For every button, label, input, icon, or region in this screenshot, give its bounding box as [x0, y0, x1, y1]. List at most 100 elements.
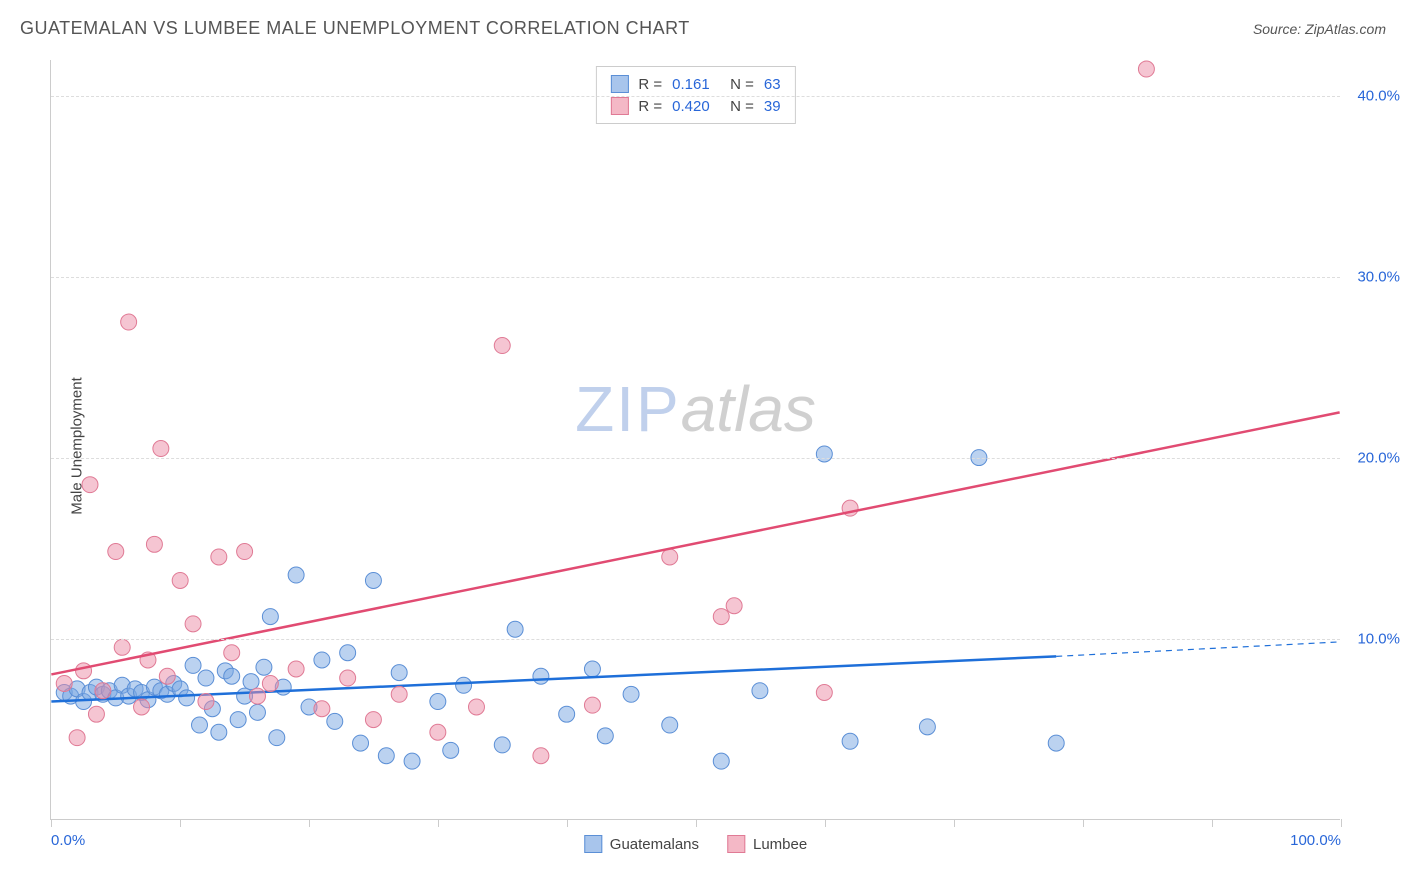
data-point — [256, 659, 272, 675]
data-point — [713, 609, 729, 625]
x-tick — [309, 819, 310, 827]
data-point — [95, 683, 111, 699]
y-tick-label: 30.0% — [1357, 269, 1400, 286]
gridline — [51, 639, 1340, 640]
data-point — [198, 670, 214, 686]
legend-n-value: 63 — [764, 76, 781, 93]
data-point — [262, 675, 278, 691]
data-point — [468, 699, 484, 715]
data-point — [919, 719, 935, 735]
data-point — [443, 742, 459, 758]
legend-r-value: 0.161 — [672, 76, 720, 93]
data-point — [533, 748, 549, 764]
correlation-legend: R = 0.161 N = 63 R = 0.420 N = 39 — [595, 66, 795, 124]
x-tick — [1341, 819, 1342, 827]
data-point — [494, 737, 510, 753]
data-point — [327, 713, 343, 729]
data-point — [237, 544, 253, 560]
data-point — [494, 338, 510, 354]
data-point — [430, 694, 446, 710]
x-tick-label-max: 100.0% — [1290, 832, 1341, 849]
data-point — [404, 753, 420, 769]
data-point — [584, 661, 600, 677]
data-point — [1138, 61, 1154, 77]
data-point — [559, 706, 575, 722]
data-point — [224, 668, 240, 684]
data-point — [752, 683, 768, 699]
x-tick — [1083, 819, 1084, 827]
data-point — [249, 704, 265, 720]
legend-n-label: N = — [730, 98, 754, 115]
y-tick-label: 20.0% — [1357, 450, 1400, 467]
data-point — [353, 735, 369, 751]
data-point — [533, 668, 549, 684]
data-point — [224, 645, 240, 661]
data-point — [249, 688, 265, 704]
data-point — [391, 665, 407, 681]
data-point — [713, 753, 729, 769]
data-point — [623, 686, 639, 702]
data-point — [146, 536, 162, 552]
data-point — [192, 717, 208, 733]
y-tick-label: 10.0% — [1357, 631, 1400, 648]
data-point — [179, 690, 195, 706]
legend-r-label: R = — [638, 98, 662, 115]
data-point — [269, 730, 285, 746]
data-point — [69, 730, 85, 746]
scatter-plot-svg — [51, 60, 1340, 819]
data-point — [114, 639, 130, 655]
data-point — [314, 652, 330, 668]
data-point — [378, 748, 394, 764]
gridline — [51, 96, 1340, 97]
data-point — [365, 712, 381, 728]
legend-item: Guatemalans — [584, 835, 699, 853]
data-point — [816, 446, 832, 462]
legend-label: Lumbee — [753, 836, 807, 853]
data-point — [262, 609, 278, 625]
data-point — [185, 657, 201, 673]
data-point — [1048, 735, 1064, 751]
data-point — [816, 685, 832, 701]
data-point — [430, 724, 446, 740]
legend-r-value: 0.420 — [672, 98, 720, 115]
data-point — [314, 701, 330, 717]
x-tick — [696, 819, 697, 827]
data-point — [159, 668, 175, 684]
x-tick — [1212, 819, 1213, 827]
y-tick-label: 40.0% — [1357, 88, 1400, 105]
legend-row: R = 0.420 N = 39 — [610, 95, 780, 117]
data-point — [172, 572, 188, 588]
data-point — [584, 697, 600, 713]
x-tick — [438, 819, 439, 827]
legend-label: Guatemalans — [610, 836, 699, 853]
legend-swatch — [727, 835, 745, 853]
trend-line-extrapolated — [1056, 642, 1339, 656]
data-point — [185, 616, 201, 632]
x-tick-label-min: 0.0% — [51, 832, 85, 849]
legend-swatch — [610, 97, 628, 115]
data-point — [243, 674, 259, 690]
x-tick — [180, 819, 181, 827]
data-point — [82, 477, 98, 493]
data-point — [340, 645, 356, 661]
data-point — [108, 544, 124, 560]
legend-swatch — [584, 835, 602, 853]
data-point — [134, 699, 150, 715]
x-tick — [825, 819, 826, 827]
legend-item: Lumbee — [727, 835, 807, 853]
gridline — [51, 277, 1340, 278]
data-point — [211, 724, 227, 740]
data-point — [662, 549, 678, 565]
x-tick — [51, 819, 52, 827]
data-point — [288, 567, 304, 583]
gridline — [51, 458, 1340, 459]
x-tick — [567, 819, 568, 827]
legend-r-label: R = — [638, 76, 662, 93]
source-attribution: Source: ZipAtlas.com — [1253, 21, 1386, 37]
legend-n-value: 39 — [764, 98, 781, 115]
data-point — [56, 675, 72, 691]
data-point — [211, 549, 227, 565]
legend-n-label: N = — [730, 76, 754, 93]
chart-plot-area: ZIPatlas R =0.161N =63R =0.420N =39 Guat… — [50, 60, 1340, 820]
data-point — [153, 441, 169, 457]
